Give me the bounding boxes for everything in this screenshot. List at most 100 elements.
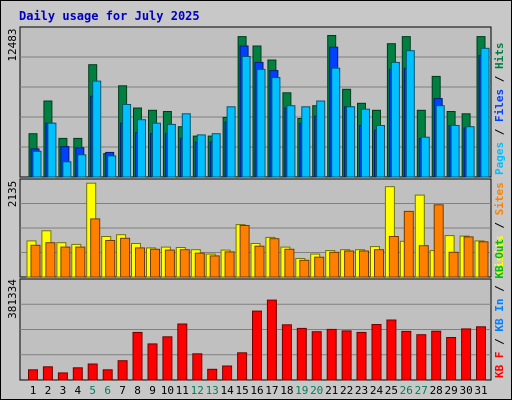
legend-entry: KB Out [493,239,506,279]
bar-pages [435,105,445,178]
x-tick-label: 20 [310,384,323,397]
bar-kb-f [281,324,292,381]
bar-kb-f [102,369,113,381]
bar-kb-f [371,324,382,381]
x-tick-label: 2 [45,384,52,397]
bar-kb-f [296,327,307,381]
x-tick-label: 5 [89,384,96,397]
x-tick-label: 23 [355,384,368,397]
bar-pages [286,105,296,178]
x-axis-day-labels: 1 2 3 4 5 6 7 8 9 10 11 12 13 14 15 16 17 18 19 20 21 22 23 24 2… [30,384,488,397]
x-tick-label: 11 [176,384,189,397]
x-tick-label: 18 [280,384,293,397]
bar-sites [329,251,340,278]
x-tick-label: 8 [134,384,141,397]
bar-sites [209,255,220,278]
bar-kb-f [192,353,203,381]
bar-kb-f [117,360,128,381]
bar-kb-f [266,299,277,381]
x-tick-label: 9 [149,384,156,397]
bar-pages [450,125,460,178]
bar-pages [316,100,326,178]
bar-sites [60,246,71,278]
x-tick-label: 26 [400,384,413,397]
bar-kb-f [311,331,322,381]
legend-entry: Files [493,89,506,122]
panel-bottom-legend: KB F / KB In / KB Out [493,239,506,378]
chart-title: Daily usage for July 2025 [19,9,200,23]
x-tick-label: 24 [370,384,384,397]
bar-pages [465,126,475,178]
bar-kb-f [42,366,53,381]
x-tick-label: 12 [191,384,204,397]
x-tick-label: 30 [459,384,472,397]
bar-kb-f [356,331,367,381]
x-tick-label: 29 [444,384,457,397]
bar-kb-f [87,363,98,381]
x-tick-label: 28 [430,384,443,397]
panel-top-max-label: 12483 [6,28,19,61]
x-tick-label: 1 [30,384,37,397]
bar-sites [254,245,265,278]
chart-panels: 12483 Pages / Files / Hits 2135 Visits / Si… [6,26,506,381]
bar-kb-f [326,328,337,381]
bar-kb-f [207,368,218,381]
bar-sites [344,250,355,278]
legend-separator: / [493,279,506,299]
bar-sites [418,245,429,278]
bar-sites [224,251,235,278]
panel-top-legend: Pages / Files / Hits [493,43,506,176]
bar-sites [284,248,295,278]
x-tick-label: 16 [250,384,263,397]
bar-kb-f [28,369,38,381]
legend-entry: Sites [493,182,506,215]
x-tick-label: 31 [474,384,487,397]
bar-pages [376,125,385,178]
panel-bottom-max-label: 381334 [6,279,19,319]
legend-separator: / [493,215,506,235]
bar-sites [150,248,160,278]
bar-sites [463,236,474,278]
bar-pages [47,122,57,178]
legend-separator: / [493,69,506,89]
bar-sites [135,247,145,278]
bar-pages [77,154,87,178]
bar-pages [196,134,206,178]
bar-kb-f [386,319,397,381]
bar-sites [45,242,56,278]
bar-kb-f [72,367,83,381]
bar-pages [420,136,430,178]
bar-pages [271,77,281,178]
bar-sites [194,252,205,278]
bar-pages [181,113,191,178]
x-tick-label: 7 [119,384,126,397]
legend-entry: KB F [493,352,506,379]
bar-sites [269,238,280,278]
bar-pages [166,123,176,178]
bar-pages [122,104,132,178]
bar-sites [120,237,131,278]
bar-sites [164,249,175,278]
bar-pages [331,67,341,178]
bar-pages [390,61,400,178]
bar-sites [433,204,444,278]
bar-kb-f [252,310,262,381]
legend-separator: / [493,332,506,352]
x-tick-label: 6 [104,384,111,397]
bar-sites [478,241,489,278]
bar-pages [32,150,42,178]
bar-sites [388,236,399,278]
x-tick-label: 3 [60,384,67,397]
legend-entry: Pages [493,142,506,175]
bar-pages [241,56,251,178]
bar-kb-f [401,330,412,381]
panel-bottom: 381334 KB F / KB In / KB Out [6,239,506,381]
x-tick-label: 25 [385,384,398,397]
bar-sites [179,249,190,278]
bar-kb-f [222,365,233,381]
x-tick-label: 10 [161,384,174,397]
bar-pages [62,161,72,178]
bar-kb-f [476,326,486,381]
bar-sites [359,250,369,278]
bar-kb-f [341,330,352,381]
